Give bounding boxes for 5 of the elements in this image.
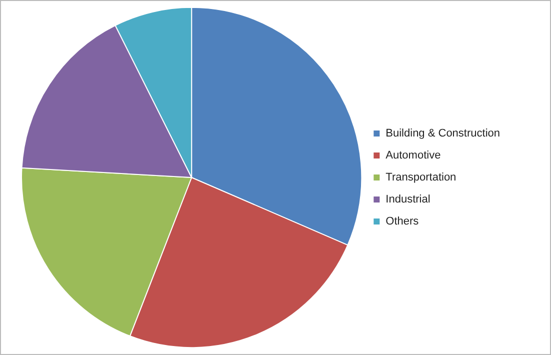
legend-label: Industrial — [386, 194, 430, 206]
legend-label: Transportation — [386, 172, 456, 184]
legend-label: Automotive — [386, 150, 441, 162]
legend-label: Building & Construction — [386, 128, 500, 140]
legend-label: Others — [386, 216, 420, 228]
